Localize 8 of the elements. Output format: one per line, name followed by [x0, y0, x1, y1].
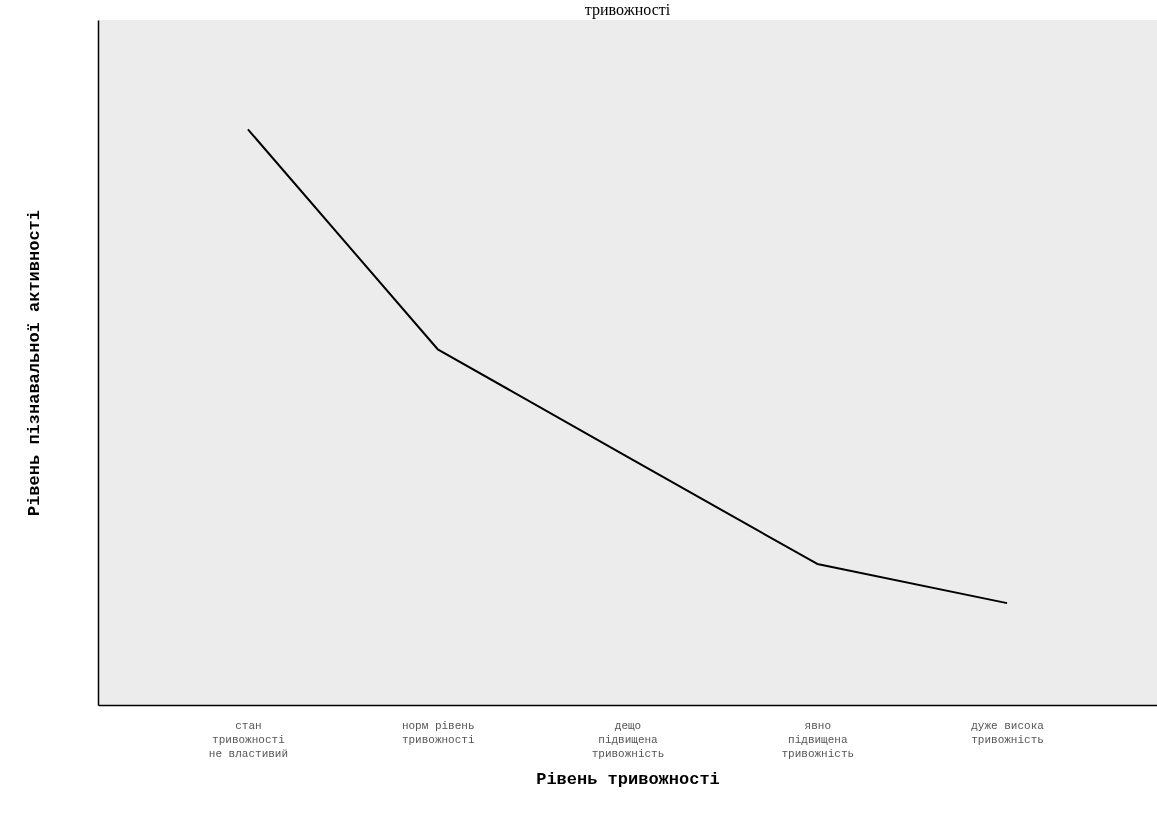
x-tick-label: стан тривожності не властивий: [208, 719, 289, 760]
x-axis-title: Рівень тривожності: [536, 769, 720, 789]
y-axis-title: Рівень пізнавальної активності: [24, 209, 44, 517]
x-tick-label: дуже висока тривожність: [971, 719, 1045, 746]
x-tick-label: норм рівень тривожності: [401, 719, 475, 746]
chart-title: тривожності: [584, 1, 671, 19]
x-tick-label: явно підвищена тривожність: [781, 719, 855, 760]
x-tick-label: дещо підвищена тривожність: [591, 719, 665, 760]
